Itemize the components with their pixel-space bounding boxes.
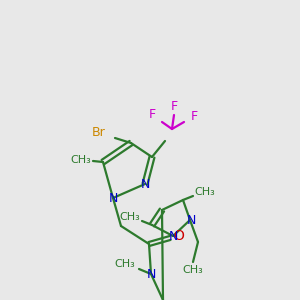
- Text: CH₃: CH₃: [183, 265, 203, 275]
- Text: CH₃: CH₃: [70, 155, 92, 165]
- Text: N: N: [140, 178, 150, 190]
- Text: O: O: [174, 229, 184, 243]
- Text: N: N: [168, 230, 178, 242]
- Text: F: F: [190, 110, 198, 124]
- Text: Br: Br: [92, 127, 106, 140]
- Text: F: F: [170, 100, 178, 113]
- Text: CH₃: CH₃: [120, 212, 140, 222]
- Text: N: N: [146, 268, 156, 281]
- Text: CH₃: CH₃: [115, 259, 135, 269]
- Text: F: F: [148, 107, 156, 121]
- Text: N: N: [186, 214, 196, 226]
- Text: N: N: [108, 191, 118, 205]
- Text: CH₃: CH₃: [195, 187, 215, 197]
